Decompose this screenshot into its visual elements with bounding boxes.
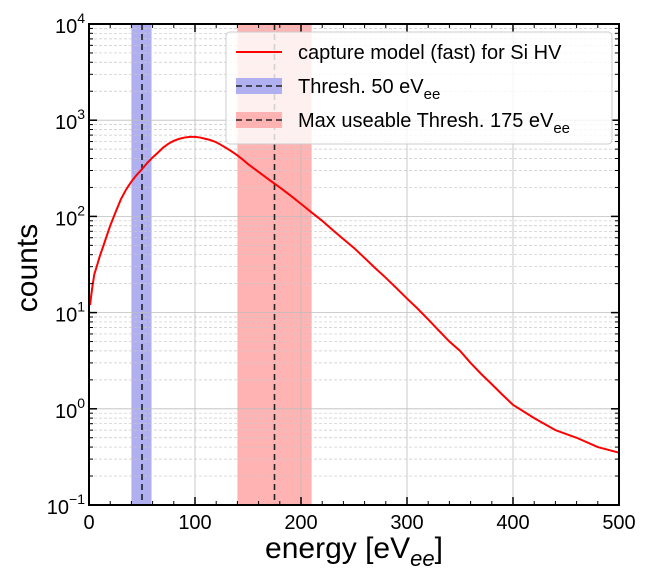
y-tick-label: 10−1	[47, 491, 85, 519]
x-tick-label: 300	[390, 512, 423, 534]
legend-box	[225, 31, 613, 145]
legend-band-1-label: Thresh. 50 eVee	[298, 76, 440, 103]
x-tick-label: 200	[284, 512, 317, 534]
x-axis-title: energy [eVee]	[265, 532, 443, 571]
legend-band-2-label: Max useable Thresh. 175 eVee	[298, 110, 570, 137]
y-axis-title: counts	[11, 224, 44, 312]
plot-frame	[88, 23, 620, 506]
y-tick-label: 103	[55, 106, 85, 134]
y-tick-label: 100	[55, 395, 85, 423]
y-tick-label: 102	[55, 202, 85, 230]
y-tick-label: 104	[55, 10, 85, 38]
legend-series-label: capture model (fast) for Si HV	[298, 42, 562, 64]
x-tick-label: 0	[83, 512, 94, 534]
y-tick-label: 101	[55, 299, 85, 327]
x-tick-label: 400	[496, 512, 529, 534]
axis-ticks	[88, 23, 620, 506]
x-tick-label: 100	[178, 512, 211, 534]
x-tick-label: 500	[602, 512, 635, 534]
legend: capture model (fast) for Si HV Thresh. 5…	[225, 31, 613, 145]
x-tick-labels: 0 100 200 300 400 500	[83, 512, 635, 534]
y-tick-labels: 10−1 100 101 102 103 104	[47, 10, 85, 519]
series-group	[89, 135, 620, 454]
series-line-1	[89, 135, 620, 454]
